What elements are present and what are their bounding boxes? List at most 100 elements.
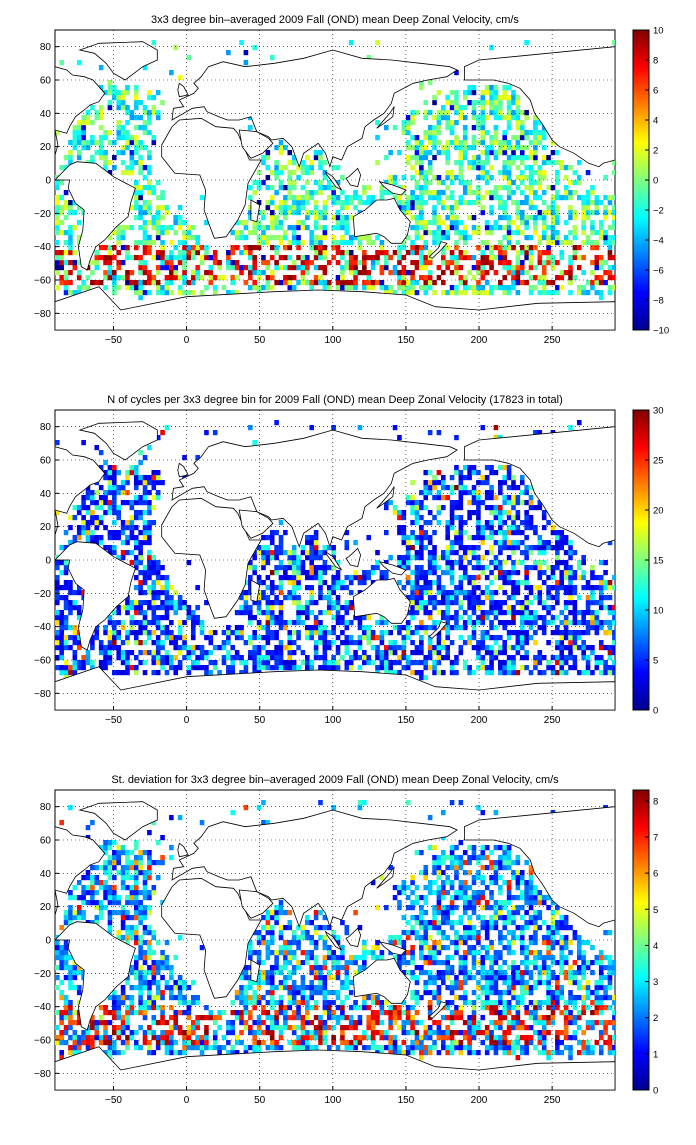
data-cell [182,455,187,460]
data-cell [349,265,354,270]
data-cell [248,185,253,190]
data-cell [397,1015,402,1020]
data-cell [472,600,477,605]
data-cell [296,615,301,620]
data-cell [314,255,319,260]
data-cell [494,190,499,195]
data-cell [99,65,104,70]
data-cell [349,605,354,610]
data-cell [533,640,538,645]
data-cell [309,570,314,575]
data-cell [173,1025,178,1030]
data-cell [507,530,512,535]
data-cell [538,1015,543,1020]
data-cell [165,265,170,270]
data-cell [489,570,494,575]
data-cell [555,170,560,175]
data-cell [595,1040,600,1045]
data-cell [296,210,301,215]
data-cell [419,165,424,170]
data-cell [555,240,560,245]
data-cell [410,115,415,120]
data-cell [542,1030,547,1035]
data-cell [533,230,538,235]
data-cell [173,1020,178,1025]
data-cell [419,235,424,240]
data-cell [147,1030,152,1035]
data-cell [143,615,148,620]
data-cell [143,485,148,490]
data-cell [90,135,95,140]
data-cell [121,1020,126,1025]
x-tick-label: 0 [184,715,190,726]
data-cell [590,610,595,615]
data-cell [305,540,310,545]
data-cell [362,285,367,290]
data-cell [388,255,393,260]
data-cell [502,545,507,550]
data-cell [134,510,139,515]
data-cell [257,665,262,670]
data-cell [266,615,271,620]
data-cell [498,610,503,615]
data-cell [573,615,578,620]
data-cell [68,290,73,295]
data-cell [209,630,214,635]
data-cell [384,285,389,290]
data-cell [182,1050,187,1055]
data-cell [309,595,314,600]
data-cell [116,650,121,655]
data-cell [507,1045,512,1050]
data-cell [336,610,341,615]
data-cell [178,635,183,640]
data-cell [559,635,564,640]
data-cell [559,285,564,290]
data-cell [138,1025,143,1030]
data-cell [380,1030,385,1035]
data-cell [323,245,328,250]
data-cell [261,155,266,160]
data-cell [415,185,420,190]
data-cell [533,525,538,530]
data-cell [467,185,472,190]
data-cell [555,630,560,635]
data-cell [305,260,310,265]
data-cell [112,495,117,500]
data-cell [345,1045,350,1050]
data-cell [261,285,266,290]
data-cell [577,1025,582,1030]
data-cell [116,645,121,650]
data-cell [494,540,499,545]
data-cell [516,260,521,265]
data-cell [467,145,472,150]
data-cell [134,670,139,675]
data-cell [64,285,69,290]
data-cell [502,1040,507,1045]
data-cell [472,215,477,220]
data-cell [213,1045,218,1050]
data-cell [608,265,613,270]
data-cell [406,500,411,505]
data-cell [270,1025,275,1030]
data-cell [516,670,521,675]
data-cell [441,485,446,490]
data-cell [103,510,108,515]
data-cell [516,1040,521,1045]
data-cell [178,215,183,220]
data-cell [296,175,301,180]
data-cell [542,270,547,275]
data-cell [94,280,99,285]
data-cell [459,110,464,115]
data-cell [261,215,266,220]
data-cell [437,265,442,270]
data-cell [476,245,481,250]
data-cell [568,575,573,580]
data-cell [323,665,328,670]
data-cell [314,555,319,560]
data-cell [494,185,499,190]
data-cell [178,205,183,210]
data-cell [160,585,165,590]
data-cell [551,655,556,660]
data-cell [331,665,336,670]
data-cell [371,1045,376,1050]
